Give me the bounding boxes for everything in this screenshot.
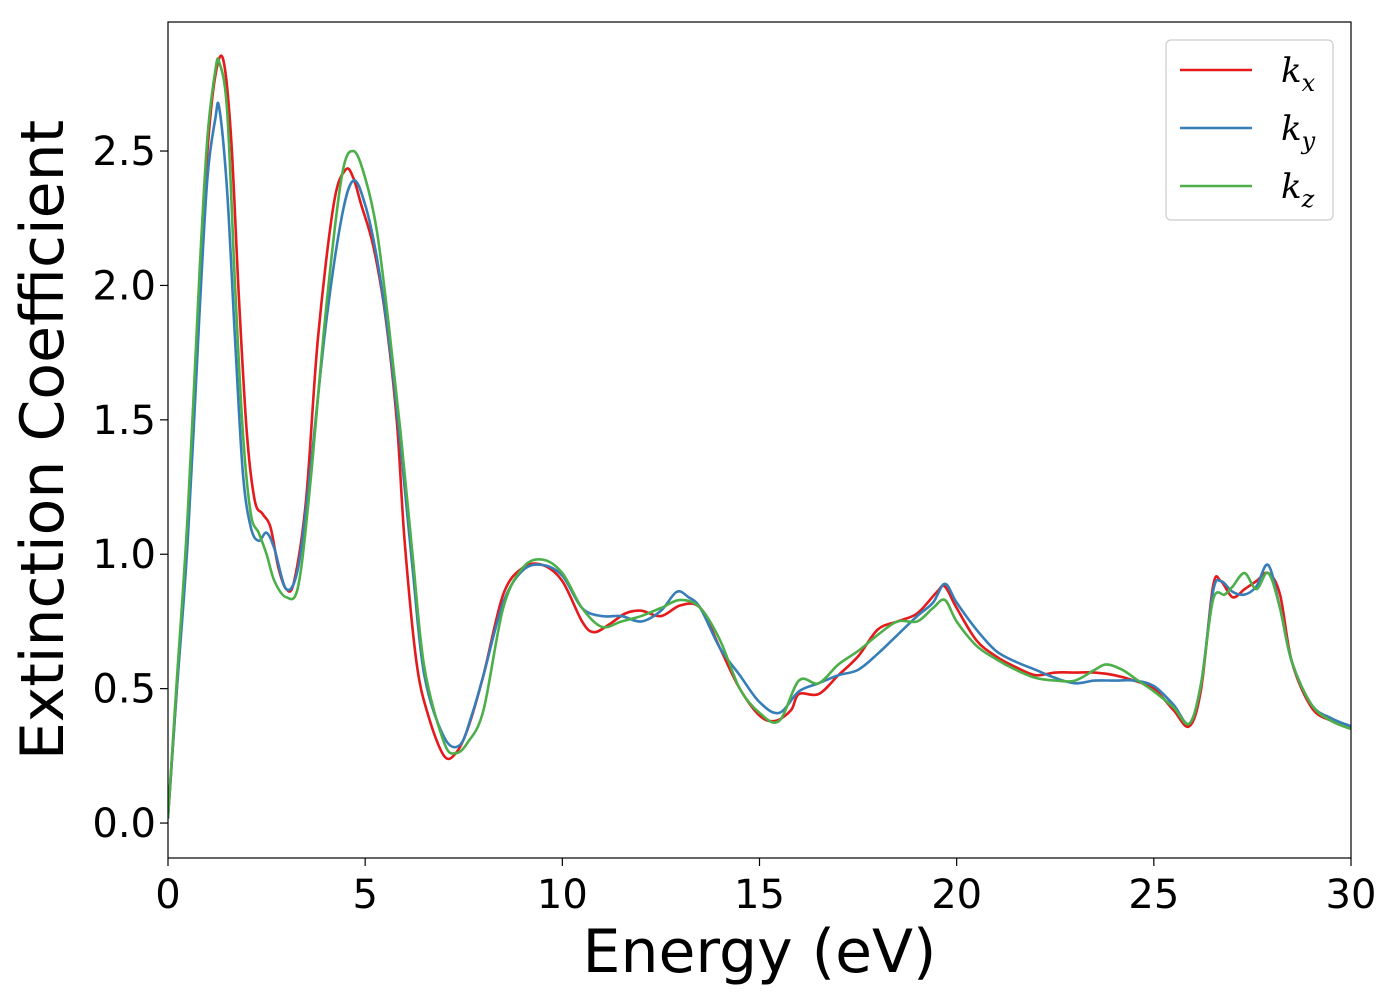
legend: kx ky kz — [1165, 39, 1334, 221]
y-axis-title: Extinction Coefficient — [8, 120, 78, 760]
x-tick-label: 15 — [734, 872, 785, 918]
plot-area — [167, 21, 1352, 859]
series-line-y — [168, 101, 1351, 819]
x-tick-label: 5 — [352, 872, 377, 918]
y-tick-label: 0.5 — [92, 667, 156, 713]
x-tick-label: 0 — [155, 872, 180, 918]
x-tick-label: 10 — [537, 872, 588, 918]
y-tick-label: 2.0 — [92, 263, 156, 309]
y-tick-label: 1.0 — [92, 532, 156, 578]
y-tick-label: 0.0 — [92, 801, 156, 847]
legend-label-z: kz — [1281, 167, 1315, 213]
legend-label-y: ky — [1281, 109, 1316, 155]
x-tick-label: 25 — [1128, 872, 1179, 918]
plot-background — [168, 22, 1351, 858]
y-tick-label: 1.5 — [92, 398, 156, 444]
y-axis: 0.0 0.5 1.0 1.5 2.0 2.5 — [92, 129, 168, 847]
series-line-z — [168, 57, 1351, 819]
legend-box — [1165, 39, 1334, 221]
x-axis: 0 5 10 15 20 25 30 — [155, 858, 1376, 918]
series-layer — [168, 54, 1351, 819]
x-tick-label: 30 — [1326, 872, 1377, 918]
legend-label-x: kx — [1281, 51, 1316, 97]
y-tick-label: 2.5 — [92, 129, 156, 175]
x-axis-title: Energy (eV) — [583, 917, 937, 987]
x-tick-label: 20 — [931, 872, 982, 918]
series-line-x — [168, 54, 1351, 819]
